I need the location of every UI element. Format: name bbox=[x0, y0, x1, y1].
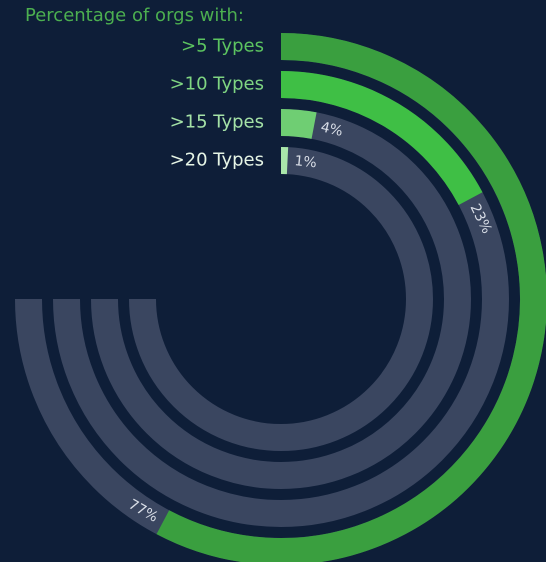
category-label: >5 Types bbox=[181, 36, 264, 57]
track bbox=[91, 109, 471, 489]
category-label: >15 Types bbox=[170, 112, 264, 133]
chart-title: Percentage of orgs with: bbox=[25, 5, 244, 26]
bar bbox=[280, 109, 317, 139]
bar bbox=[156, 33, 546, 562]
category-label: >10 Types bbox=[170, 74, 264, 95]
bar bbox=[280, 71, 483, 206]
track bbox=[129, 147, 433, 451]
value-label: 1% bbox=[294, 153, 318, 171]
category-label: >20 Types bbox=[170, 150, 264, 171]
value-label: 4% bbox=[319, 119, 344, 140]
